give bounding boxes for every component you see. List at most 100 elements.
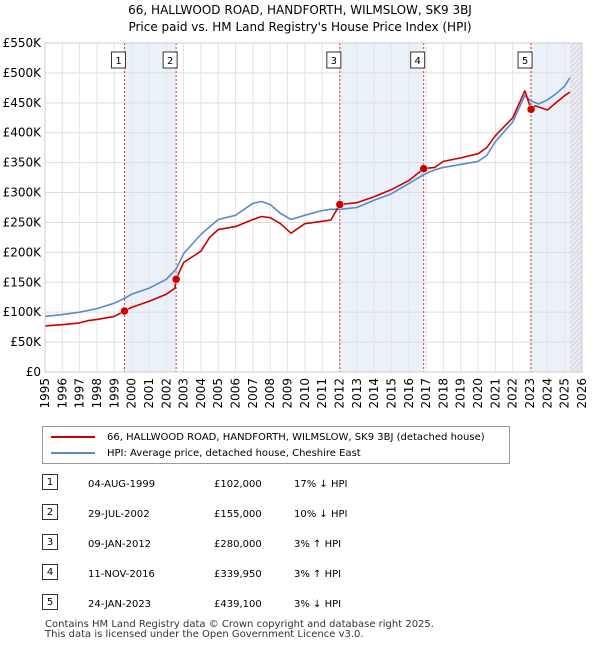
x-tick-label: 2008 xyxy=(263,378,277,409)
hatch-line xyxy=(569,210,583,224)
title-line-2: Price paid vs. HM Land Registry's House … xyxy=(128,20,472,34)
hatch-line xyxy=(569,310,583,324)
hatch-line xyxy=(570,6,582,18)
hatch-line xyxy=(569,250,583,264)
sale-hpi-diff: 3% ↑ HPI xyxy=(294,539,342,550)
hatch-line xyxy=(569,125,583,139)
hatch-line xyxy=(569,200,583,214)
sales-table: 1 04-AUG-1999 £102,000 17% ↓ HPI 2 29-JU… xyxy=(42,472,582,622)
legend-item-property: 66, HALLWOOD ROAD, HANDFORTH, WILMSLOW, … xyxy=(51,430,485,444)
hatch-line xyxy=(569,195,583,209)
plot-frame xyxy=(44,42,583,373)
sale-number-box xyxy=(517,51,533,69)
footer-line-2: This data is licensed under the Open Gov… xyxy=(45,629,364,640)
sale-point xyxy=(335,200,345,209)
hatch-line xyxy=(569,240,583,254)
hatch-line xyxy=(569,295,583,309)
sale-number-label: 4 xyxy=(414,56,420,67)
x-tick-label: 2023 xyxy=(523,378,537,409)
hatch-line xyxy=(570,0,582,3)
hatch-line xyxy=(569,330,583,344)
legend-item-hpi: HPI: Average price, detached house, Ches… xyxy=(51,446,361,460)
x-tick-label: 1995 xyxy=(38,378,52,409)
hatch-line xyxy=(569,225,583,239)
y-tick-label: £400K xyxy=(3,126,43,140)
x-tick-label: 2015 xyxy=(384,378,398,409)
sale-point xyxy=(171,275,181,284)
hatch-line xyxy=(569,150,583,164)
property-price-line xyxy=(44,90,571,327)
hatch-line xyxy=(569,85,583,99)
hatch-line xyxy=(569,165,583,179)
sale-date: 04-AUG-1999 xyxy=(88,479,156,490)
hatch-line xyxy=(569,140,583,154)
hatch-line xyxy=(569,80,583,94)
hatch-line xyxy=(569,110,583,124)
y-tick-label: £350K xyxy=(3,156,43,170)
sale-number-box xyxy=(111,51,127,69)
x-tick-label: 2018 xyxy=(436,378,450,409)
sale-number-label: 3 xyxy=(331,56,337,67)
x-tick-label: 2006 xyxy=(229,378,243,409)
hatch-line xyxy=(569,290,583,304)
y-tick-label: £550K xyxy=(3,36,43,50)
price-chart: £0 £50K £100K £150K £200K £250K £300K £350K £400… xyxy=(3,0,589,409)
x-tick-label: 2009 xyxy=(281,378,295,409)
footer-attribution: Contains HM Land Registry data © Crown c… xyxy=(45,620,434,640)
x-tick-label: 2007 xyxy=(246,378,260,409)
hatch-line xyxy=(569,260,583,274)
x-tick-label: 2026 xyxy=(575,378,589,409)
y-tick-label: £250K xyxy=(3,215,43,229)
hatch-line xyxy=(569,220,583,234)
hatch-line xyxy=(569,300,583,314)
hatch-line xyxy=(569,320,583,334)
hatch-line xyxy=(569,145,583,159)
sale-hpi-diff: 17% ↓ HPI xyxy=(294,479,348,490)
y-tick-label: £300K xyxy=(3,186,43,200)
hatch-line xyxy=(570,11,582,23)
hatch-line xyxy=(569,285,583,299)
hatch-line xyxy=(575,365,583,372)
x-tick-label: 1998 xyxy=(90,378,104,409)
sale-date: 24-JAN-2023 xyxy=(88,599,152,610)
sale-price: £339,950 xyxy=(214,569,262,580)
sale-number-label: 2 xyxy=(167,56,173,67)
table-row: 5 24-JAN-2023 £439,100 3% ↓ HPI xyxy=(42,592,582,622)
hatch-line xyxy=(570,1,582,13)
x-tick-label: 2024 xyxy=(540,378,554,409)
sale-point xyxy=(419,164,428,173)
sale-number-badge: 5 xyxy=(42,594,58,610)
shaded-period xyxy=(124,43,177,372)
x-tick-label: 2013 xyxy=(350,378,364,409)
hatch-line xyxy=(569,50,583,64)
x-tick-label: 2010 xyxy=(298,378,312,409)
legend-label-property: 66, HALLWOOD ROAD, HANDFORTH, WILMSLOW, … xyxy=(107,431,485,443)
sale-price: £102,000 xyxy=(214,479,262,490)
chart-title: 66, HALLWOOD ROAD, HANDFORTH, WILMSLOW, … xyxy=(0,2,600,36)
x-tick-label: 2003 xyxy=(177,378,191,409)
sale-hpi-diff: 3% ↓ HPI xyxy=(294,599,342,610)
title-line-1: 66, HALLWOOD ROAD, HANDFORTH, WILMSLOW, … xyxy=(128,3,472,17)
legend-label-hpi: HPI: Average price, detached house, Ches… xyxy=(107,447,361,459)
sale-date: 09-JAN-2012 xyxy=(88,539,152,550)
hatch-line xyxy=(569,325,583,339)
hatch-line xyxy=(569,230,583,244)
y-tick-label: £100K xyxy=(3,305,43,319)
x-tick-label: 2014 xyxy=(367,378,381,409)
y-tick-label: £450K xyxy=(3,96,43,110)
hatch-line xyxy=(569,345,583,359)
hatch-line xyxy=(569,65,583,79)
x-tick-label: 2022 xyxy=(506,378,520,409)
hatch-line xyxy=(569,235,583,249)
hatch-line xyxy=(570,21,582,33)
shaded-period xyxy=(531,43,570,372)
x-tick-label: 2017 xyxy=(419,378,433,409)
x-tick-label: 2016 xyxy=(402,378,416,409)
y-tick-label: £150K xyxy=(3,275,43,289)
hatch-line xyxy=(569,135,583,149)
sale-price: £155,000 xyxy=(214,509,262,520)
x-tick-label: 1996 xyxy=(55,378,69,409)
x-tick-label: 2019 xyxy=(454,378,468,409)
sale-number-badge: 4 xyxy=(42,564,58,580)
sale-hpi-diff: 10% ↓ HPI xyxy=(294,509,348,520)
